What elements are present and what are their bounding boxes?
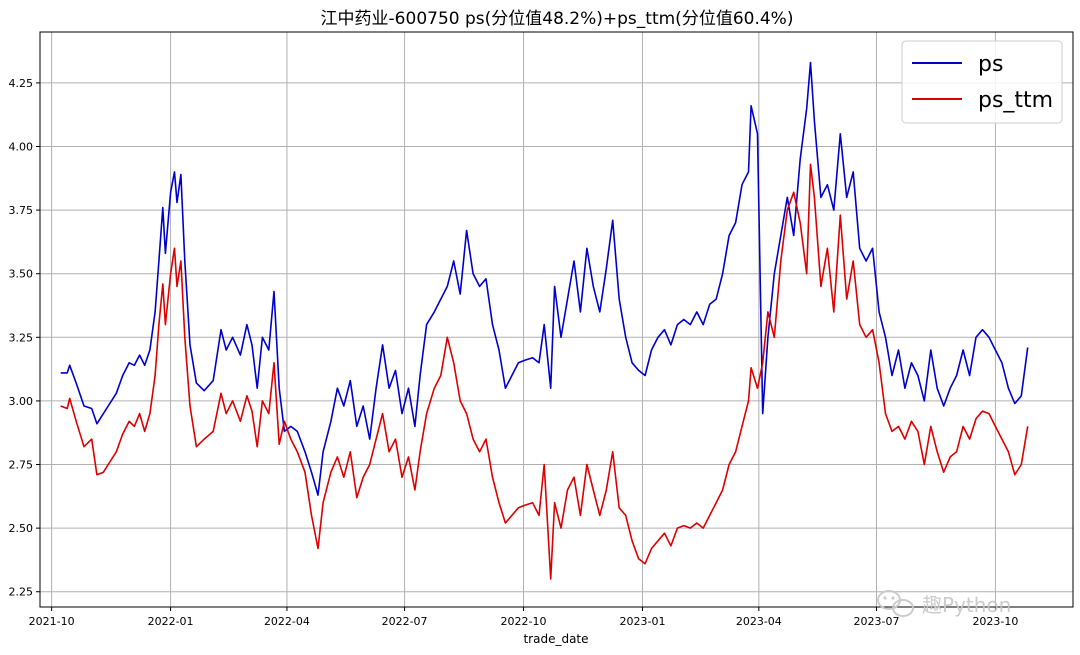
y-tick-label: 3.25 [9, 331, 34, 344]
x-tick-label: 2023-07 [854, 615, 900, 628]
y-tick-label: 3.50 [9, 268, 34, 281]
x-axis-label: trade_date [523, 632, 588, 646]
series-line-ps-ttm [60, 163, 1029, 580]
legend-box [901, 40, 1063, 124]
legend-label-ps-ttm: ps_ttm [978, 88, 1053, 113]
y-tick-label: 3.75 [9, 204, 34, 217]
y-tick-label: 4.00 [9, 140, 34, 153]
x-axis: 2021-10 2022-01 2022-04 2022-07 2022-10 2023-… [29, 607, 1018, 628]
plot-frame [39, 31, 1074, 608]
x-tick-label: 2022-07 [382, 615, 428, 628]
y-tick-label: 2.50 [9, 522, 34, 535]
wechat-icon [877, 590, 914, 617]
series-group [60, 61, 1029, 580]
y-axis: 2.25 2.50 2.75 3.00 3.25 3.50 3.75 4.00 4.25 [9, 77, 40, 599]
y-tick-label: 2.25 [9, 586, 34, 599]
legend-label-ps: ps [978, 52, 1003, 77]
x-tick-label: 2023-04 [736, 615, 782, 628]
series-line-ps [60, 61, 1029, 496]
watermark: 趣Python [877, 590, 1011, 617]
y-tick-label: 3.00 [9, 395, 34, 408]
x-tick-label: 2022-04 [264, 615, 310, 628]
x-tick-label: 2021-10 [29, 615, 75, 628]
watermark-text: 趣Python [922, 593, 1011, 617]
y-tick-label: 2.75 [9, 459, 34, 472]
x-tick-label: 2023-01 [619, 615, 665, 628]
x-tick-label: 2023-10 [972, 615, 1018, 628]
x-tick-label: 2022-10 [501, 615, 547, 628]
legend: ps ps_ttm [901, 40, 1063, 124]
chart-title: 江中药业-600750 ps(分位值48.2%)+ps_ttm(分位值60.4%… [321, 9, 794, 29]
grid [40, 32, 1073, 607]
y-tick-label: 4.25 [9, 77, 34, 90]
x-tick-label: 2022-01 [148, 615, 194, 628]
